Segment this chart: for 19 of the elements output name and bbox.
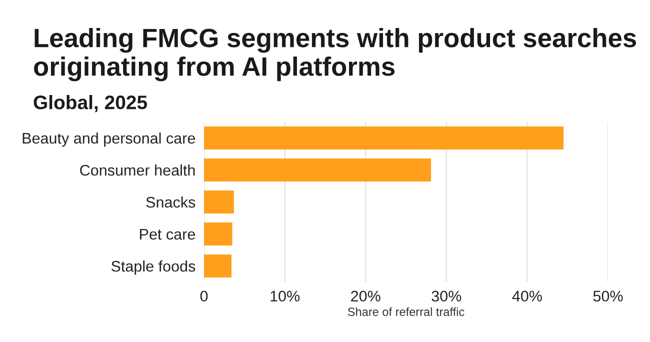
y-tick-label: Snacks: [146, 196, 196, 208]
bar: [204, 158, 432, 182]
x-tick-label: 10%: [270, 290, 300, 302]
y-tick-label: Consumer health: [80, 164, 195, 176]
bar: [204, 190, 234, 214]
y-tick-label: Pet care: [140, 229, 195, 240]
y-tick-label: Beauty and personal care: [22, 132, 195, 147]
x-tick-label: 30%: [432, 290, 462, 302]
bar: [204, 222, 232, 246]
x-axis-title: Share of referral traffic: [348, 307, 464, 316]
bar: [204, 126, 564, 150]
x-tick-label: 50%: [593, 290, 623, 302]
y-tick-label: Staple foods: [111, 260, 196, 275]
bar: [204, 254, 232, 278]
chart-title: Leading FMCG segments with product searches originating from AI platforms: [34, 28, 636, 82]
x-tick-label: 40%: [512, 290, 542, 302]
x-tick-label: 20%: [351, 290, 380, 302]
x-tick-label: 0: [200, 290, 208, 302]
chart-subtitle: Global, 2025: [34, 95, 148, 112]
